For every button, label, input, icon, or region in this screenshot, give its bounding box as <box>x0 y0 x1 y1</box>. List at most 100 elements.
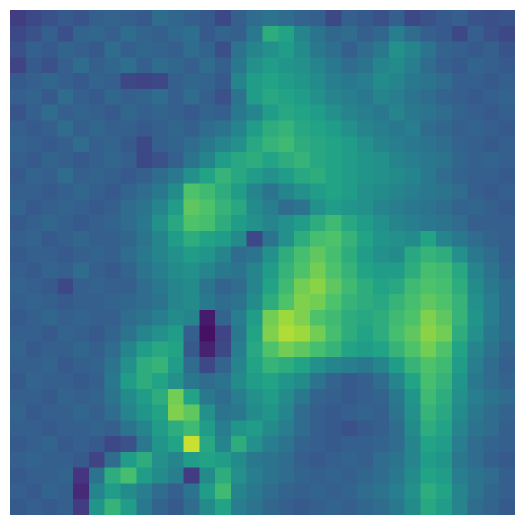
heatmap-cell <box>294 467 311 485</box>
heatmap-cell <box>120 136 137 153</box>
heatmap-cell <box>230 325 248 343</box>
heatmap-cell <box>278 152 295 169</box>
heatmap-cell <box>341 57 358 74</box>
heatmap-cell <box>467 388 485 406</box>
heatmap-cell <box>499 183 515 200</box>
heatmap-cell <box>167 483 185 500</box>
heatmap-cell <box>215 88 232 106</box>
heatmap-cell <box>88 388 106 406</box>
heatmap-cell <box>341 152 358 169</box>
heatmap-cell <box>88 278 106 295</box>
heatmap-cell <box>41 467 58 485</box>
heatmap-cell <box>499 372 515 390</box>
heatmap-cell <box>372 388 390 406</box>
heatmap-cell <box>104 357 122 374</box>
heatmap-cell <box>309 404 327 421</box>
heatmap-cell <box>467 499 485 515</box>
heatmap-cell <box>152 25 169 43</box>
heatmap-cell <box>278 294 295 311</box>
heatmap-cell <box>104 167 122 185</box>
heatmap-cell <box>10 294 27 311</box>
heatmap-cell <box>309 372 327 390</box>
heatmap-cell <box>246 25 264 43</box>
heatmap-cell <box>183 341 200 358</box>
heatmap-cell <box>388 404 406 421</box>
heatmap-cell <box>136 215 153 232</box>
heatmap-cell <box>499 41 515 58</box>
heatmap-cell <box>357 10 374 27</box>
heatmap-cell <box>404 88 421 106</box>
heatmap-cell <box>246 262 264 279</box>
heatmap-cell <box>230 25 248 43</box>
heatmap-cell <box>25 499 43 515</box>
heatmap-cell <box>483 25 500 43</box>
heatmap-cell <box>404 152 421 169</box>
heatmap-cell <box>41 388 58 406</box>
heatmap-cell <box>357 73 374 90</box>
heatmap-cell <box>420 294 437 311</box>
heatmap-cell <box>372 167 390 185</box>
heatmap-cell <box>57 372 74 390</box>
heatmap-cell <box>341 388 358 406</box>
heatmap-cell <box>420 420 437 437</box>
heatmap-cell <box>199 246 216 264</box>
heatmap-cell <box>451 183 469 200</box>
heatmap-cell <box>388 262 406 279</box>
heatmap-cell <box>104 467 122 485</box>
heatmap-cell <box>278 136 295 153</box>
heatmap-cell <box>404 104 421 122</box>
heatmap-cell <box>388 278 406 295</box>
heatmap-cell <box>341 136 358 153</box>
heatmap-cell <box>404 451 421 469</box>
heatmap-cell <box>294 278 311 295</box>
heatmap-cell <box>199 57 216 74</box>
heatmap-cell <box>57 41 74 58</box>
heatmap-cell <box>215 262 232 279</box>
heatmap-cell <box>278 262 295 279</box>
heatmap-cell <box>136 341 153 358</box>
heatmap-cell <box>388 199 406 216</box>
heatmap-cell <box>309 215 327 232</box>
heatmap-cell <box>183 388 200 406</box>
heatmap-cell <box>325 104 343 122</box>
heatmap-cell <box>483 325 500 343</box>
heatmap-cell <box>325 262 343 279</box>
heatmap-cell <box>41 309 58 327</box>
heatmap-cell <box>25 404 43 421</box>
heatmap-cell <box>372 499 390 515</box>
heatmap-cell <box>167 467 185 485</box>
heatmap-cell <box>120 294 137 311</box>
heatmap-cell <box>341 325 358 343</box>
heatmap-cell <box>152 294 169 311</box>
heatmap-cell <box>73 499 90 515</box>
heatmap-cell <box>262 183 279 200</box>
heatmap-cell <box>420 230 437 248</box>
heatmap-cell <box>341 183 358 200</box>
heatmap-cell <box>183 167 200 185</box>
heatmap-cell <box>357 41 374 58</box>
heatmap-cell <box>262 73 279 90</box>
heatmap-cell <box>325 309 343 327</box>
heatmap-cell <box>199 404 216 421</box>
heatmap-cell <box>467 230 485 248</box>
heatmap-cell <box>199 436 216 453</box>
heatmap-cell <box>25 230 43 248</box>
heatmap-cell <box>262 152 279 169</box>
heatmap-cell <box>246 404 264 421</box>
heatmap-cell <box>325 451 343 469</box>
heatmap-cell <box>120 104 137 122</box>
heatmap-cell <box>357 88 374 106</box>
heatmap-cell <box>499 357 515 374</box>
heatmap-cell <box>152 325 169 343</box>
heatmap-cell <box>372 294 390 311</box>
heatmap-cell <box>372 357 390 374</box>
heatmap-cell <box>25 57 43 74</box>
heatmap-cell <box>120 88 137 106</box>
heatmap-cell <box>136 499 153 515</box>
heatmap-cell <box>341 309 358 327</box>
heatmap-cell <box>199 372 216 390</box>
heatmap-cell <box>88 499 106 515</box>
heatmap-cell <box>372 199 390 216</box>
heatmap-cell <box>41 451 58 469</box>
heatmap-cell <box>152 167 169 185</box>
